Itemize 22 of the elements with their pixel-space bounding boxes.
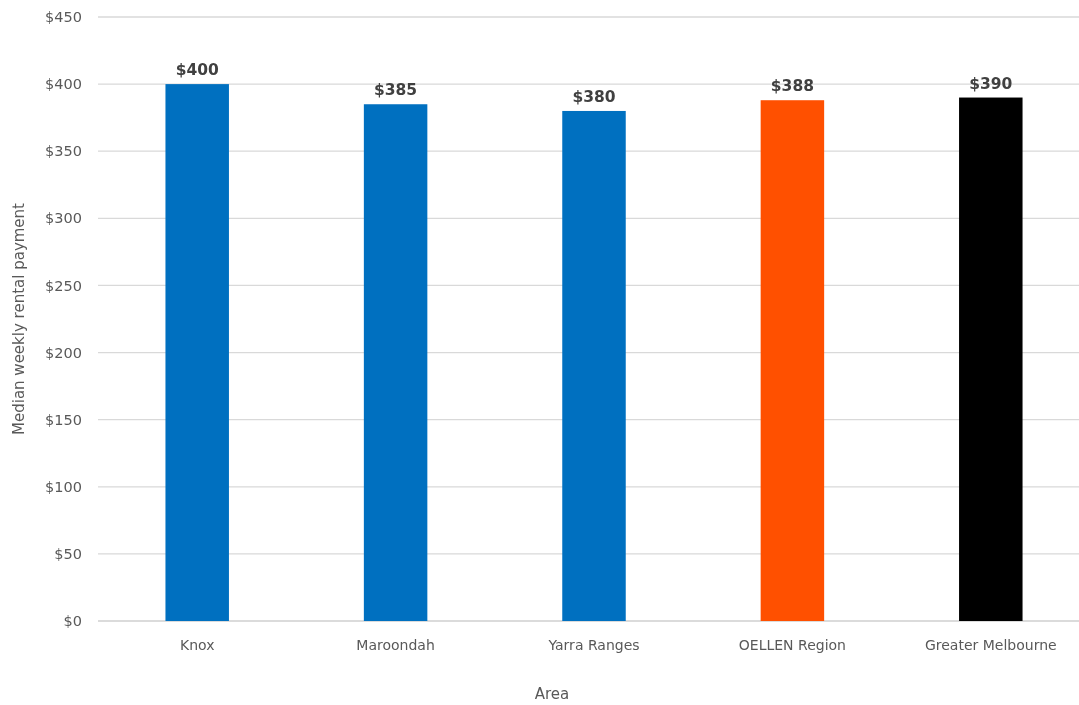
y-tick-label: $250 [45,277,82,294]
x-tick-label: Greater Melbourne [924,637,1057,653]
x-tick-label: Maroondah [356,637,435,653]
data-label: $385 [374,81,418,100]
x-axis-title: Area [534,685,570,703]
data-label: $400 [175,61,219,80]
y-tick-label: $100 [45,478,82,495]
y-tick-label: $200 [45,344,82,361]
y-tick-label: $0 [63,613,82,630]
y-tick-label: $50 [54,545,82,562]
y-tick-label: $300 [45,210,82,227]
data-label: $380 [572,87,616,106]
y-tick-label: $350 [45,143,82,160]
x-tick-label: Knox [179,637,215,653]
x-tick-label: Yarra Ranges [547,637,640,653]
data-label: $388 [770,77,814,96]
y-tick-label: $400 [45,76,82,93]
data-label: $390 [969,74,1013,93]
y-axis-title: Median weekly rental payment [10,202,28,435]
x-tick-label: OELLEN Region [738,637,846,653]
y-tick-label: $150 [45,411,82,428]
y-tick-label: $450 [45,9,82,26]
